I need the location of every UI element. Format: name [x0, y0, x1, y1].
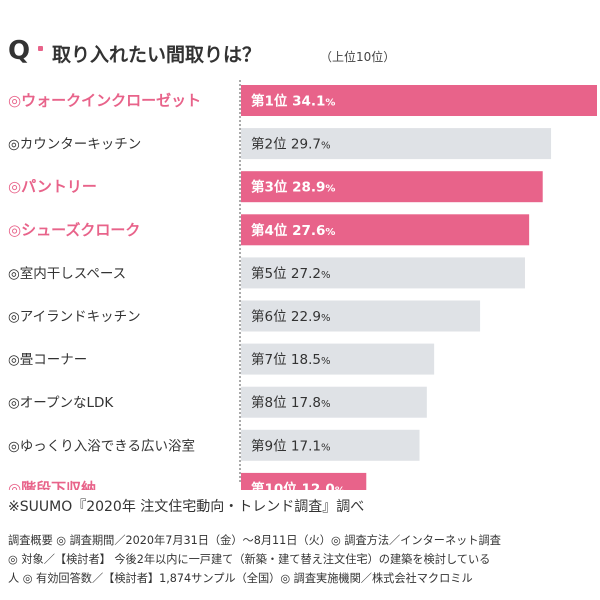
unit-label: %: [325, 184, 335, 195]
data-label: 第3位 28.9%: [251, 179, 335, 196]
methodology-note: 調査概要 ◎ 調査期間／2020年7月31日（金）〜8月11日（火）◎ 調査方法…: [8, 531, 596, 588]
data-label: 第2位 29.7%: [251, 136, 330, 153]
unit-label: %: [325, 227, 335, 238]
rank-label: 第1位: [251, 93, 292, 110]
data-label: 第8位 17.8%: [251, 394, 330, 411]
rank-label: 第6位: [251, 308, 291, 325]
value-label: 17.1: [291, 438, 321, 454]
chart-subtitle: （上位10位）: [320, 50, 396, 64]
source-note: ※SUUMO『2020年 注文住宅動向・トレンド調査』調べ: [8, 499, 365, 515]
data-label: 第1位 34.1%: [251, 93, 335, 110]
unit-label: %: [335, 485, 345, 490]
data-label: 第10位 12.0%: [251, 480, 345, 490]
rank-label: 第10位: [251, 480, 302, 490]
category-label: ◎カウンターキッチン: [8, 137, 141, 153]
value-label: 28.9: [292, 180, 325, 196]
value-label: 29.7: [291, 137, 321, 153]
bar: [241, 85, 597, 116]
bar: [241, 214, 530, 246]
category-label: ◎アイランドキッチン: [8, 309, 141, 325]
category-label: ◎シューズクローク: [8, 221, 140, 239]
methodology-line: 調査概要 ◎ 調査期間／2020年7月31日（金）〜8月11日（火）◎ 調査方法…: [8, 534, 501, 547]
bar: [241, 300, 481, 332]
bar: [241, 171, 543, 203]
value-label: 17.8: [291, 395, 321, 411]
data-label: 第7位 18.5%: [251, 351, 330, 368]
value-label: 27.6: [292, 223, 325, 239]
rank-label: 第2位: [251, 136, 291, 153]
bar: [241, 386, 427, 418]
bar: [241, 257, 525, 289]
rank-label: 第3位: [251, 179, 292, 196]
category-label: ◎室内干しスペース: [8, 265, 126, 282]
value-label: 22.9: [291, 309, 321, 325]
category-label: ◎畳コーナー: [8, 352, 87, 368]
category-label: ◎階段下収納: [8, 479, 96, 490]
category-label: ◎パントリー: [8, 178, 97, 196]
data-label: 第9位 17.1%: [251, 437, 330, 454]
unit-label: %: [321, 356, 331, 367]
rank-label: 第8位: [251, 394, 291, 411]
bar-chart: ◎ウォークインクローゼット 第1位 34.1% ◎カウンターキッチン 第2位 29.7…: [8, 80, 597, 490]
rank-label: 第4位: [251, 222, 292, 239]
unit-label: %: [321, 270, 331, 281]
question-mark: Q: [8, 36, 30, 66]
bar: [241, 128, 552, 160]
unit-label: %: [321, 313, 331, 324]
value-label: 12.0: [302, 481, 335, 490]
rank-label: 第7位: [251, 351, 291, 368]
question-dot: [38, 46, 43, 51]
data-label: 第5位 27.2%: [251, 265, 330, 282]
unit-label: %: [321, 399, 331, 410]
methodology-line: 人 ◎ 有効回答数／【検討者】1,874サンプル（全国）◎ 調査実施機関／株式会…: [8, 572, 473, 585]
bar: [241, 343, 435, 375]
bar: [241, 472, 367, 490]
value-label: 27.2: [291, 266, 321, 282]
rank-label: 第9位: [251, 437, 291, 454]
value-label: 34.1: [292, 94, 325, 110]
category-label: ◎ウォークインクローゼット: [8, 92, 201, 110]
unit-label: %: [325, 98, 335, 109]
data-label: 第6位 22.9%: [251, 308, 330, 325]
bar: [241, 429, 420, 461]
methodology-line: ◎ 対象／【検討者】 今後2年以内に一戸建て（新築・建て替え注文住宅）の建築を検…: [8, 553, 491, 566]
rank-label: 第5位: [251, 265, 291, 282]
title-row: Q 取り入れたい間取りは？ （上位10位）: [8, 36, 588, 70]
category-label: ◎ゆっくり入浴できる広い浴室: [8, 437, 195, 454]
unit-label: %: [321, 141, 331, 152]
value-label: 18.5: [291, 352, 321, 368]
chart-title: 取り入れたい間取りは？: [52, 44, 262, 66]
unit-label: %: [321, 442, 331, 453]
category-label: ◎オープンなLDK: [8, 395, 114, 411]
data-label: 第4位 27.6%: [251, 222, 335, 239]
